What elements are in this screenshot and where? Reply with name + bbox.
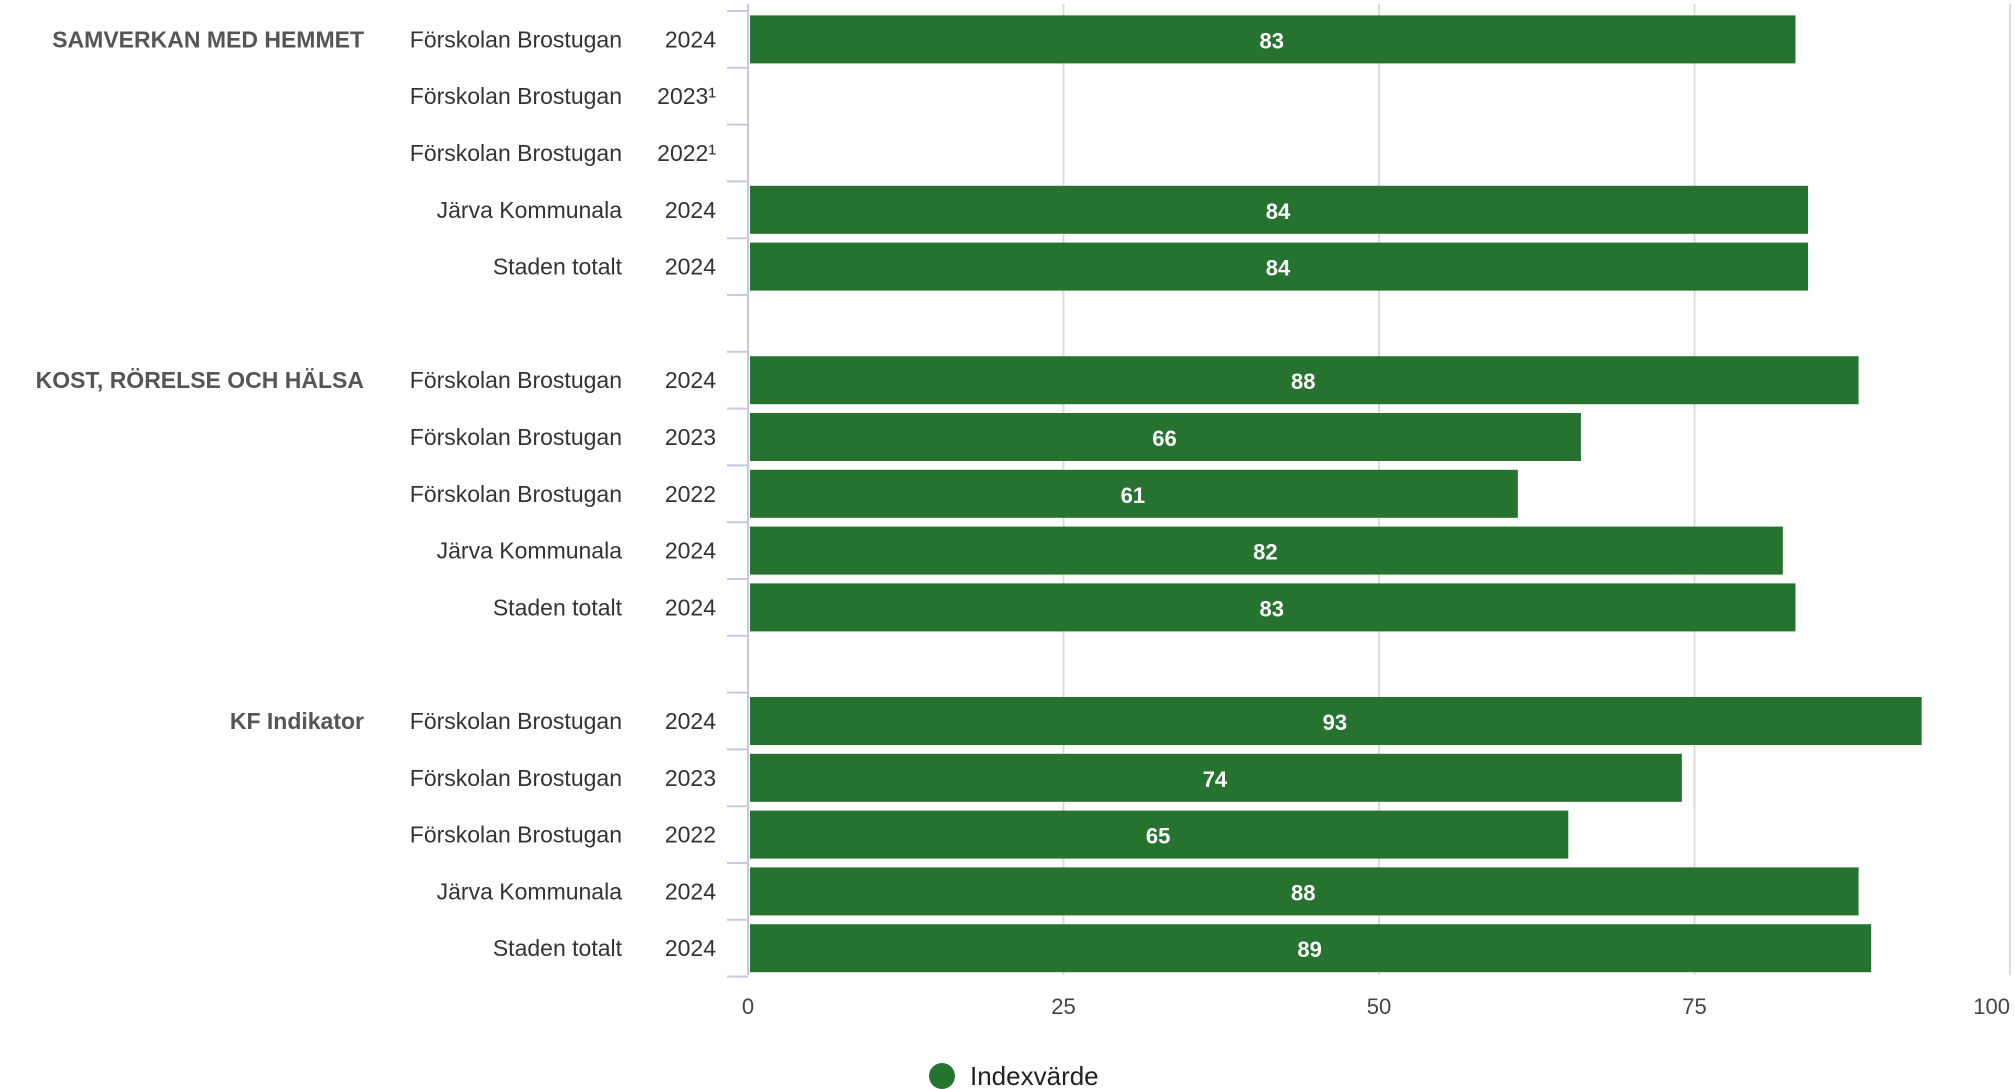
bar-value-label: 74	[1203, 767, 1228, 792]
x-tick-label: 75	[1682, 994, 1706, 1019]
row-name-label: Förskolan Brostugan	[410, 822, 622, 848]
bar[interactable]	[750, 185, 1809, 234]
row-name-label: Järva Kommunala	[437, 538, 623, 564]
bars: 83 84 84 88 66 61 82 83 93 74 65 88 89	[750, 15, 1922, 973]
row-year-label: 2024	[665, 254, 716, 280]
legend[interactable]: Indexvärde	[929, 1061, 1099, 1089]
legend-marker-icon[interactable]	[929, 1063, 955, 1089]
group-label: KOST, RÖRELSE OCH HÄLSA	[36, 367, 364, 393]
bar-value-label: 88	[1291, 880, 1315, 905]
row-year-label: 2024	[665, 26, 716, 52]
row-name-label: Staden totalt	[493, 594, 623, 620]
row-year-label: 2022¹	[657, 140, 716, 166]
row-name-label: Staden totalt	[493, 935, 623, 961]
bar-value-label: 83	[1259, 596, 1283, 621]
bar-value-label: 93	[1323, 710, 1347, 735]
row-name-label: Förskolan Brostugan	[410, 765, 622, 791]
bar-value-label: 83	[1259, 28, 1283, 53]
x-axis-ticks: 0 25 50 75 100	[742, 994, 2010, 1019]
group-label: SAMVERKAN MED HEMMET	[52, 26, 364, 52]
bar[interactable]	[750, 867, 1859, 916]
bar-value-label: 89	[1297, 937, 1321, 962]
row-year-label: 2024	[665, 367, 716, 393]
x-tick-label: 25	[1051, 994, 1075, 1019]
bar-value-label: 84	[1266, 199, 1291, 224]
row-year-label: 2024	[665, 878, 716, 904]
row-name-label: Förskolan Brostugan	[410, 481, 622, 507]
row-year-label: 2023¹	[657, 83, 716, 109]
bar[interactable]	[750, 413, 1581, 461]
x-tick-label: 50	[1367, 994, 1391, 1019]
bar-value-label: 66	[1152, 426, 1176, 451]
bar[interactable]	[750, 924, 1872, 973]
row-year-label: 2024	[665, 594, 716, 620]
row-name-label: Järva Kommunala	[437, 197, 623, 223]
group-label: KF Indikator	[230, 708, 364, 734]
x-tick-label: 0	[742, 994, 754, 1019]
row-year-label: 2022	[665, 481, 716, 507]
x-tick-label: 100	[1973, 994, 2010, 1019]
bar[interactable]	[750, 810, 1569, 859]
bar[interactable]	[750, 583, 1796, 632]
row-year-label: 2024	[665, 708, 716, 734]
row-year-label: 2022	[665, 822, 716, 848]
bar-value-label: 61	[1121, 483, 1145, 508]
row-year-label: 2024	[665, 197, 716, 223]
row-name-label: Förskolan Brostugan	[410, 83, 622, 109]
bar[interactable]	[750, 15, 1796, 64]
bar-value-label: 82	[1253, 540, 1277, 565]
category-axis	[727, 4, 749, 978]
legend-label[interactable]: Indexvärde	[970, 1061, 1099, 1089]
row-name-label: Förskolan Brostugan	[410, 367, 622, 393]
bar[interactable]	[750, 242, 1809, 291]
bar[interactable]	[750, 697, 1922, 745]
bar[interactable]	[750, 753, 1682, 802]
row-name-label: Förskolan Brostugan	[410, 708, 622, 734]
bar[interactable]	[750, 526, 1783, 575]
row-year-label: 2023	[665, 765, 716, 791]
row-name-label: Staden totalt	[493, 254, 623, 280]
row-year-label: 2024	[665, 538, 716, 564]
row-name-label: Förskolan Brostugan	[410, 26, 622, 52]
row-name-label: Järva Kommunala	[437, 878, 623, 904]
bar[interactable]	[750, 469, 1518, 518]
bar-value-label: 65	[1146, 824, 1170, 849]
row-labels: SAMVERKAN MED HEMMET Förskolan Brostugan 2…	[36, 26, 717, 961]
bar-value-label: 88	[1291, 369, 1315, 394]
bar-value-label: 84	[1266, 256, 1291, 281]
row-year-label: 2023	[665, 424, 716, 450]
bar[interactable]	[750, 356, 1859, 405]
row-name-label: Förskolan Brostugan	[410, 424, 622, 450]
row-name-label: Förskolan Brostugan	[410, 140, 622, 166]
row-year-label: 2024	[665, 935, 716, 961]
